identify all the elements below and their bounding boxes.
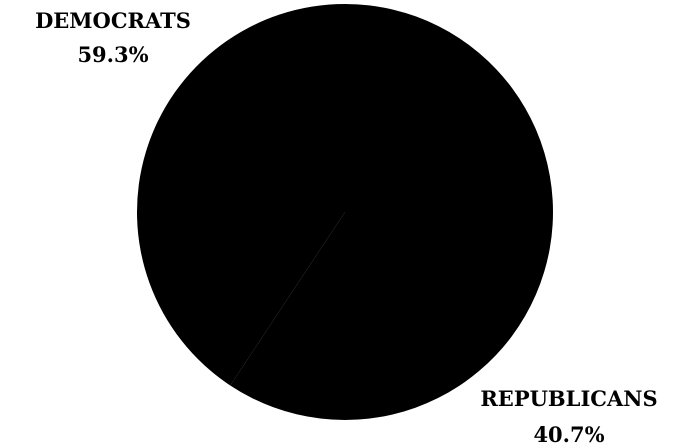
pie-slices (136, 3, 553, 420)
democrats-label: DEMOCRATS (35, 8, 191, 33)
republicans-label: REPUBLICANS (480, 386, 657, 411)
republicans-percent-label: 40.7% (533, 422, 604, 447)
democrats-percent-label: 59.3% (77, 42, 148, 67)
pie-slice-democrats (230, 4, 553, 420)
pie-slice-republicans (136, 3, 345, 386)
